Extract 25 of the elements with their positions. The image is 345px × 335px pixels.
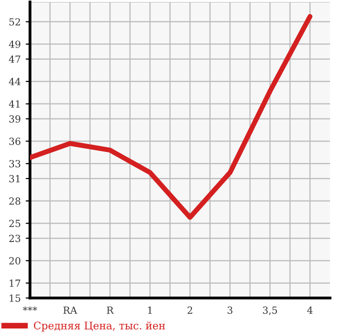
y-tick-label: 23 (9, 234, 20, 242)
x-tick-label: 4 (307, 306, 313, 314)
x-tick-label: RA (63, 306, 78, 314)
y-tick-label: 44 (8, 78, 20, 86)
y-tick-label: 52 (9, 18, 20, 26)
y-tick-label: 20 (9, 257, 20, 264)
line-series (30, 14, 312, 220)
x-tick-label: 3,5 (263, 306, 277, 316)
x-tick-label: 3 (228, 306, 232, 314)
y-tick-label: 31 (9, 175, 20, 182)
y-tick-label: 25 (9, 220, 20, 228)
x-tick-label: *** (22, 306, 38, 311)
y-tick-label: 47 (8, 56, 20, 63)
x-tick-label: 2 (188, 306, 192, 314)
y-tick-label: 39 (9, 115, 20, 123)
legend-label: Средняя Цена, тыс. йен (34, 322, 165, 332)
y-tick-label: 36 (9, 138, 20, 146)
y-tick-label: 33 (9, 160, 20, 168)
x-tick-label: 1 (148, 306, 152, 314)
y-tick-label: 49 (8, 40, 20, 48)
x-tick-label: R (106, 306, 114, 314)
y-tick-label: 41 (8, 100, 20, 108)
y-tick-label: 15 (10, 294, 20, 302)
y-tick-label: 17 (10, 280, 20, 287)
y-tick-label: 28 (9, 197, 20, 205)
